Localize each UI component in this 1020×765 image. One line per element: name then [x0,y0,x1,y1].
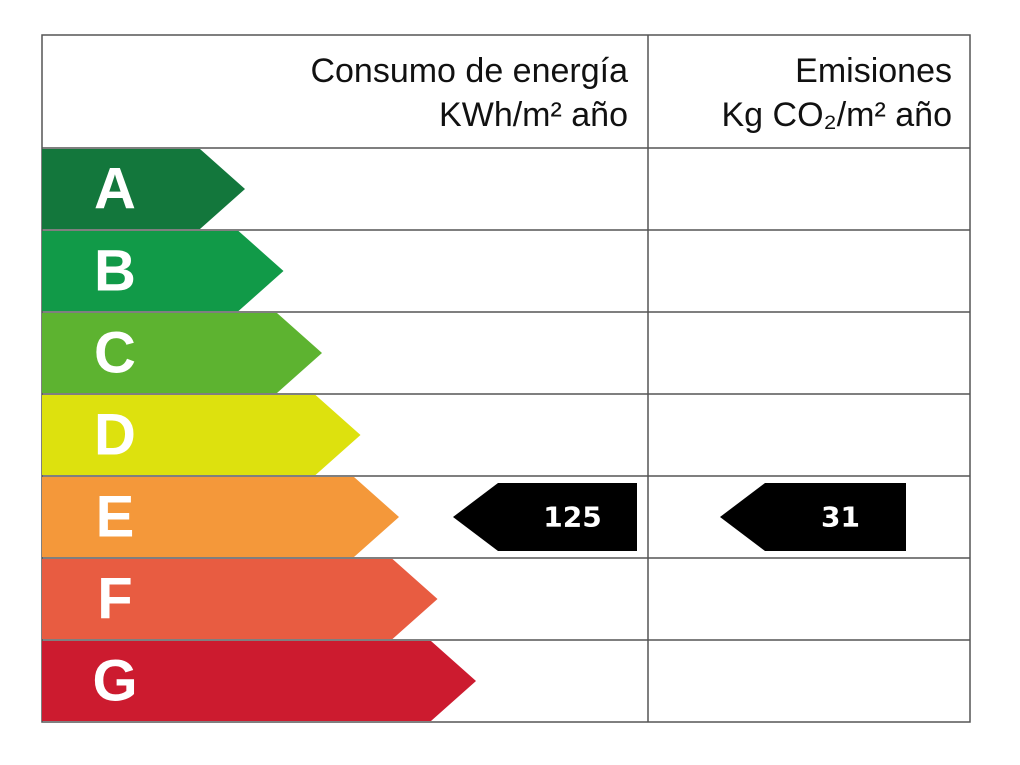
consumption-unit: KWh/m² año [439,96,628,134]
class-arrow [42,559,438,639]
class-letter: A [94,157,136,222]
class-letter: D [94,403,136,468]
class-letter: F [97,567,132,632]
consumption-indicator [453,483,637,551]
class-letter: B [94,239,136,304]
class-arrow [42,395,361,475]
class-arrow [42,231,284,311]
consumption-title: Consumo de energía [310,52,628,90]
class-arrow [42,477,399,557]
class-letter: E [96,485,135,550]
emissions-value: 31 [821,501,860,534]
emissions-unit: Kg CO₂/m² año [722,96,953,134]
class-arrow [42,313,322,393]
class-arrow [42,149,245,229]
class-letter: C [94,321,136,386]
consumption-value: 125 [543,501,601,534]
emissions-title: Emisiones [795,52,952,90]
emissions-indicator [720,483,906,551]
class-letter: G [92,649,137,714]
class-arrow [42,641,476,721]
